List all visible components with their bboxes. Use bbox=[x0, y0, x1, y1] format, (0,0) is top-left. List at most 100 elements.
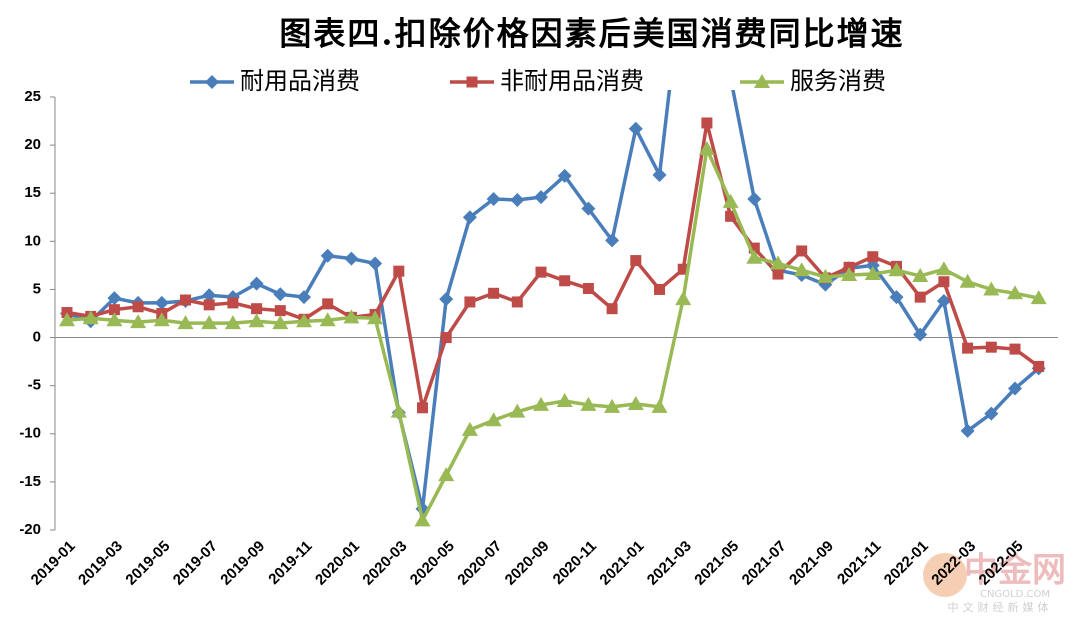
marker bbox=[462, 210, 477, 225]
watermark-slogan: 中文财经新媒体 bbox=[948, 600, 1053, 614]
marker bbox=[485, 412, 502, 427]
marker bbox=[962, 342, 974, 354]
y-tick-label: 20 bbox=[24, 136, 41, 153]
marker bbox=[746, 249, 763, 264]
marker bbox=[153, 312, 170, 327]
marker bbox=[675, 291, 692, 306]
plot-area bbox=[59, 71, 1047, 527]
marker bbox=[486, 191, 501, 206]
marker bbox=[390, 403, 407, 418]
marker bbox=[107, 291, 122, 306]
marker bbox=[556, 393, 573, 408]
marker bbox=[227, 297, 239, 309]
x-tick-label: 2020-03 bbox=[359, 538, 410, 589]
marker bbox=[203, 299, 215, 311]
marker bbox=[580, 396, 597, 411]
marker bbox=[605, 233, 620, 248]
marker bbox=[320, 248, 335, 263]
marker bbox=[701, 117, 713, 129]
x-tick-label: 2019-09 bbox=[217, 538, 268, 589]
marker bbox=[651, 398, 668, 413]
x-tick-label: 2021-01 bbox=[596, 538, 647, 589]
marker bbox=[272, 315, 289, 330]
x-tick-label: 2021-09 bbox=[786, 538, 837, 589]
marker bbox=[466, 76, 478, 88]
marker bbox=[249, 276, 264, 291]
y-tick-label: -20 bbox=[19, 521, 41, 538]
marker bbox=[754, 74, 770, 88]
legend-label: 服务消费 bbox=[790, 67, 886, 95]
marker bbox=[793, 262, 810, 277]
marker bbox=[535, 266, 547, 278]
legend-label: 耐用品消费 bbox=[240, 67, 360, 95]
marker bbox=[1033, 360, 1045, 372]
marker bbox=[533, 396, 549, 411]
marker bbox=[935, 261, 952, 276]
y-tick-label: 0 bbox=[33, 329, 41, 346]
marker bbox=[417, 402, 428, 414]
x-tick-label: 2020-09 bbox=[502, 538, 553, 589]
y-tick-label: -15 bbox=[19, 473, 41, 490]
chart-title: 图表四.扣除价格因素后美国消费同比增速 bbox=[279, 15, 904, 53]
marker bbox=[1030, 290, 1047, 305]
watermark-site: CNGOLD.COM bbox=[980, 589, 1050, 600]
marker bbox=[1007, 285, 1023, 300]
marker bbox=[630, 255, 642, 267]
x-tick-label: 2019-11 bbox=[265, 538, 315, 588]
marker bbox=[1009, 343, 1021, 355]
x-tick-label: 2020-07 bbox=[454, 538, 505, 589]
marker bbox=[606, 303, 618, 315]
x-tick-label: 2020-01 bbox=[312, 538, 363, 589]
marker bbox=[319, 312, 336, 327]
marker bbox=[654, 283, 665, 295]
y-tick-label: 10 bbox=[24, 232, 41, 249]
y-tick-label: 25 bbox=[24, 88, 41, 105]
y-tick-label: 15 bbox=[24, 184, 41, 201]
marker bbox=[914, 291, 926, 303]
marker bbox=[725, 210, 737, 222]
marker bbox=[368, 256, 383, 271]
marker bbox=[297, 290, 311, 305]
marker bbox=[274, 305, 286, 317]
marker bbox=[983, 281, 1000, 296]
marker bbox=[677, 263, 689, 275]
marker bbox=[439, 292, 454, 307]
legend-label: 非耐用品消费 bbox=[500, 67, 644, 95]
marker bbox=[322, 298, 334, 310]
x-tick-label: 2019-03 bbox=[75, 538, 126, 589]
marker bbox=[889, 290, 904, 305]
marker bbox=[108, 304, 120, 316]
marker bbox=[841, 267, 858, 282]
marker bbox=[984, 406, 999, 421]
marker bbox=[985, 341, 997, 353]
marker bbox=[343, 309, 360, 324]
marker bbox=[201, 315, 218, 330]
marker bbox=[888, 262, 905, 277]
x-tick-label: 2020-11 bbox=[550, 538, 600, 588]
marker bbox=[205, 75, 219, 89]
marker bbox=[509, 403, 526, 418]
marker bbox=[224, 315, 241, 330]
marker bbox=[202, 288, 217, 303]
marker bbox=[251, 303, 263, 315]
marker bbox=[344, 251, 359, 266]
y-tick-label: 5 bbox=[33, 280, 41, 297]
marker bbox=[864, 266, 881, 281]
marker bbox=[177, 315, 194, 330]
marker bbox=[438, 467, 455, 482]
marker bbox=[488, 287, 500, 299]
marker bbox=[461, 421, 478, 436]
marker bbox=[913, 327, 928, 342]
x-tick-label: 2020-05 bbox=[407, 538, 458, 589]
marker bbox=[722, 193, 739, 208]
y-tick-label: -10 bbox=[19, 425, 41, 442]
x-tick-label: 2021-07 bbox=[739, 538, 790, 589]
marker bbox=[938, 276, 950, 288]
series-line bbox=[66, 142, 1040, 526]
marker bbox=[796, 245, 808, 257]
x-tick-label: 2021-05 bbox=[691, 538, 742, 589]
marker bbox=[724, 71, 738, 85]
watermark-brand: 中金网 bbox=[964, 551, 1066, 591]
marker bbox=[867, 251, 879, 263]
